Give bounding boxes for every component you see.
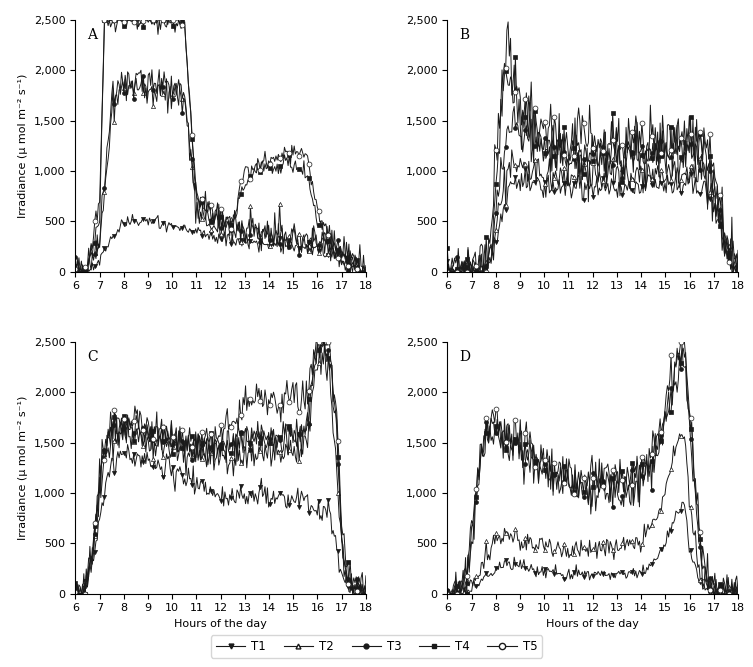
- Text: A: A: [87, 27, 97, 41]
- Text: D: D: [459, 350, 470, 364]
- Legend: T1, T2, T3, T4, T5: T1, T2, T3, T4, T5: [211, 636, 542, 658]
- Text: C: C: [87, 350, 98, 364]
- Y-axis label: Irradiance (μ mol m⁻² s⁻¹): Irradiance (μ mol m⁻² s⁻¹): [18, 396, 29, 540]
- X-axis label: Hours of the day: Hours of the day: [546, 619, 639, 629]
- Text: B: B: [459, 27, 469, 41]
- Y-axis label: Irradiance (μ mol m⁻² s⁻¹): Irradiance (μ mol m⁻² s⁻¹): [18, 73, 29, 218]
- X-axis label: Hours of the day: Hours of the day: [174, 619, 267, 629]
